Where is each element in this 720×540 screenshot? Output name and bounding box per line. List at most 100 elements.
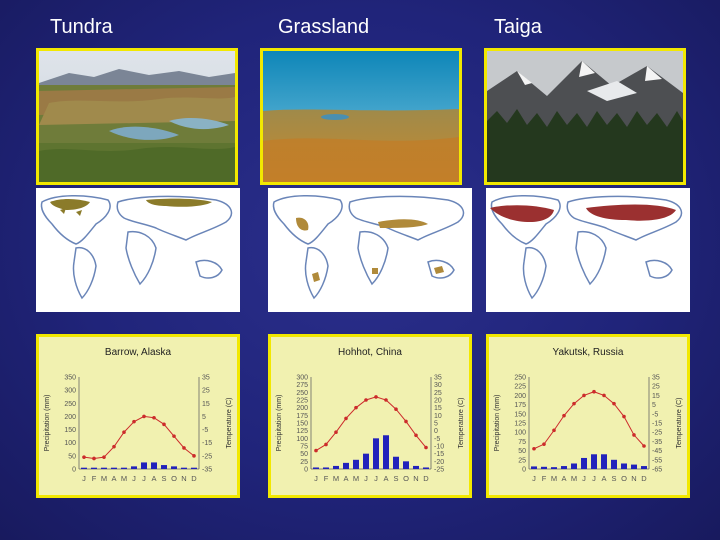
title-grassland: Grassland [278,16,370,38]
yakutsk-russia-precip-bar [581,457,587,469]
barrow-alaska-xtick: D [191,474,197,483]
barrow-alaska-chart-title: Barrow, Alaska [105,347,172,358]
yakutsk-russia-y2label: Temperature (C) [676,398,683,449]
hohhot-china-precip-bar [423,467,429,469]
hohhot-china-ytick-right: -5 [434,436,440,443]
yakutsk-russia-temperature-point [642,444,646,448]
yakutsk-russia-xtick: J [582,474,586,483]
barrow-alaska-xtick: M [101,474,107,483]
barrow-alaska-ytick-right: -35 [202,467,212,474]
yakutsk-russia-xtick: A [601,474,606,483]
title-taiga: Taiga [494,16,542,38]
hohhot-china-temperature-line [315,396,427,452]
barrow-alaska-precip-bar [181,467,187,469]
barrow-alaska-xtick: S [161,474,166,483]
yakutsk-russia-ytick-left: 50 [518,448,526,455]
taiga-world-map [486,188,690,312]
yakutsk-russia-ytick-right: -15 [652,421,662,428]
barrow-alaska-xtick: J [82,474,86,483]
yakutsk-russia-temperature-point [612,401,616,406]
hohhot-china-ytick-left: 200 [296,405,308,412]
barrow-alaska-precip-bar [131,466,137,469]
hohhot-china-ytick-left: 75 [300,444,308,451]
barrow-alaska-ytick-left: 50 [68,453,76,460]
yakutsk-russia-ytick-left: 175 [514,402,526,409]
barrow-alaska-ytick-left: 200 [64,414,76,421]
barrow-alaska-temperature-point [162,422,166,427]
barrow-alaska-temperature-point [142,414,146,419]
hohhot-china-xtick: A [383,474,388,483]
hohhot-china-ytick-right: 5 [434,421,438,428]
yakutsk-russia-temperature-point [572,401,576,406]
hohhot-china-xtick: M [333,474,339,483]
climate-chart-hohhot: Hohhot, China300275250225200175150125100… [276,347,465,483]
climate-chart-yakutsk: Yakutsk, Russia2502252001751501251007550… [494,347,683,483]
hohhot-china-precip-bar [323,467,329,469]
hohhot-china-temperature-point [334,430,338,434]
yakutsk-russia-precip-bar [531,466,537,469]
yakutsk-russia-xtick: M [551,474,557,483]
chart-hohhot: Hohhot, China 300 275 250 225 200 175 150 125 100… [268,334,472,498]
hohhot-china-y2label: Temperature (C) [458,398,465,449]
hohhot-china-xtick: F [324,474,329,483]
yakutsk-russia-precip-bar [591,454,597,469]
hohhot-china-xtick: A [343,474,348,483]
hohhot-china-ylabel: Precipitation (mm) [276,395,283,452]
barrow-alaska-xtick: A [151,474,156,483]
barrow-alaska-ytick-left: 350 [64,375,76,382]
barrow-alaska-xtick: A [111,474,116,483]
hohhot-china-temperature-point [344,416,348,421]
yakutsk-russia-xtick: D [641,474,647,483]
hohhot-china-ytick-left: 100 [296,436,308,443]
barrow-alaska-precip-bar [151,462,157,469]
yakutsk-russia-xtick: J [592,474,596,483]
hohhot-china-ytick-right: 10 [434,413,442,420]
barrow-alaska-xtick: M [121,474,127,483]
hohhot-china-precip-bar [383,435,389,469]
grassland-photo [260,48,462,185]
hohhot-china-xtick: M [353,474,359,483]
hohhot-china-ytick-left: 225 [296,398,308,405]
hohhot-china-precip-bar [413,465,419,469]
barrow-alaska-precip-bar [191,467,197,469]
yakutsk-russia-xtick: S [611,474,616,483]
hohhot-china-ytick-right: 35 [434,375,442,382]
hohhot-china-xtick: J [364,474,368,483]
hohhot-china-temperature-point [374,395,378,399]
yakutsk-russia-ytick-left: 125 [514,421,526,428]
chart-yakutsk: Yakutsk, Russia 250 225 200 175 150 125 100 75 50… [486,334,690,498]
hohhot-china-temperature-point [384,398,388,402]
yakutsk-russia-ytick-left: 250 [514,375,526,382]
yakutsk-russia-temperature-point [552,428,556,433]
yakutsk-russia-precip-bar [611,459,617,469]
tundra-photo [36,48,238,185]
hohhot-china-temperature-point [364,398,368,402]
barrow-alaska-temperature-point [182,446,186,450]
hohhot-china-ytick-left: 275 [296,382,308,389]
hohhot-china-ytick-left: 175 [296,413,308,420]
yakutsk-russia-xtick: N [631,474,636,483]
barrow-alaska-ytick-right: 25 [202,388,210,395]
yakutsk-russia-temperature-point [592,389,596,394]
hohhot-china-precip-bar [353,459,359,469]
taiga-photo [484,48,686,185]
yakutsk-russia-ytick-right: -55 [652,457,662,464]
barrow-alaska-precip-bar [171,466,177,469]
hohhot-china-ytick-left: 0 [304,467,308,474]
barrow-alaska-xtick: J [132,474,136,483]
hohhot-china-precip-bar [373,438,379,469]
hohhot-china-ytick-right: 15 [434,405,442,412]
yakutsk-russia-precip-bar [551,467,557,469]
yakutsk-russia-ytick-right: 25 [652,384,660,391]
yakutsk-russia-temperature-point [582,393,586,398]
barrow-alaska-xtick: J [142,474,146,483]
barrow-alaska-ylabel: Precipitation (mm) [44,395,51,452]
barrow-alaska-precip-bar [91,467,97,469]
barrow-alaska-ytick-right: 5 [202,414,206,421]
yakutsk-russia-ytick-right: -5 [652,411,658,418]
hohhot-china-xtick: N [413,474,418,483]
yakutsk-russia-ytick-right: -65 [652,467,662,474]
yakutsk-russia-ytick-right: 15 [652,393,660,400]
yakutsk-russia-xtick: O [621,474,627,483]
barrow-alaska-ytick-right: 15 [202,401,210,408]
